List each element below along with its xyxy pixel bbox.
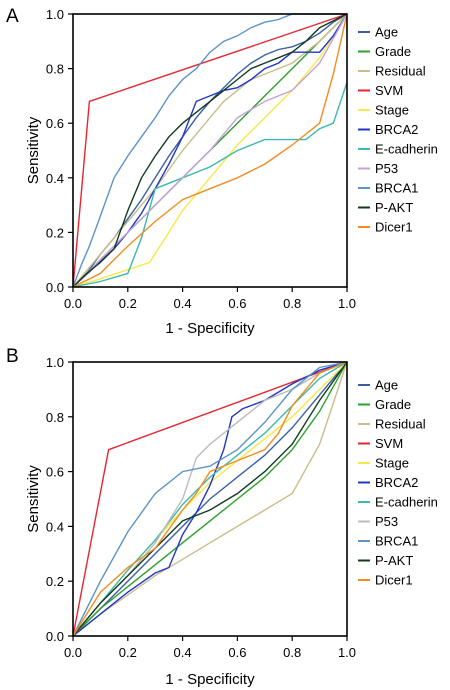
series-line-dicer1 (72, 13, 348, 288)
x-tick-label: 0.4 (174, 296, 192, 311)
x-tick-label: 0.0 (64, 645, 82, 660)
x-axis-label: 1 - Specificity (165, 320, 255, 337)
series-line-age (72, 361, 348, 637)
panel-a: A 0.0 0.2 0.4 0.6 0.8 1.0 0.0 0.2 0.4 0.6 0.8 1.0 1 -… (6, 6, 438, 337)
legend-label: BRCA2 (375, 122, 418, 137)
legend-label: Residual (375, 417, 426, 432)
series-line-svm (72, 13, 348, 288)
legend-label: Age (375, 25, 398, 40)
legend-label: BRCA2 (375, 475, 418, 490)
y-axis-label: Sensitivity (25, 465, 42, 533)
y-tick-label: 0.2 (46, 574, 64, 589)
y-tick-label: 1.0 (46, 7, 64, 22)
legend-label: Grade (375, 44, 411, 59)
y-tick-label: 1.0 (46, 355, 64, 370)
plot-frame (72, 361, 348, 637)
legend-label: P53 (375, 161, 398, 176)
legend-label: SVM (375, 83, 403, 98)
y-tick-label: 0.4 (46, 171, 64, 186)
series-line-stage (72, 13, 348, 288)
y-tick-label: 0.0 (46, 629, 64, 644)
series-line-e-cadherin (72, 361, 348, 637)
y-tick-label: 0.0 (46, 280, 64, 295)
panel-label: B (6, 346, 19, 367)
series-line-brca1 (72, 13, 347, 288)
x-tick-label: 0.2 (119, 645, 137, 660)
y-tick-label: 0.4 (46, 519, 64, 534)
legend: Age Grade Residual SVM Stage BRCA2 E-cadherin P… (358, 378, 438, 588)
x-tick-label: 1.0 (338, 296, 356, 311)
y-axis-label: Sensitivity (25, 116, 42, 184)
series-line-residual (72, 361, 348, 637)
x-tick-label: 0.6 (228, 645, 246, 660)
panel-label: A (6, 6, 19, 27)
x-tick-label: 0.8 (283, 645, 301, 660)
legend-label: Age (375, 378, 398, 393)
series-line-p-akt (72, 361, 348, 637)
legend-label: Dicer1 (375, 220, 413, 235)
series-line-grade (72, 361, 348, 637)
legend: Age Grade Residual SVM Stage BRCA2 E-cadherin P… (358, 25, 438, 235)
legend-label: Grade (375, 397, 411, 412)
x-tick-label: 0.0 (64, 296, 82, 311)
series-line-residual (72, 13, 348, 288)
x-axis-label: 1 - Specificity (165, 671, 255, 688)
y-tick-label: 0.2 (46, 225, 64, 240)
legend-label: BRCA1 (375, 181, 418, 196)
y-tick-label: 0.8 (46, 410, 64, 425)
legend-label: E-cadherin (375, 142, 438, 157)
series-line-svm (72, 361, 348, 637)
legend-label: Dicer1 (375, 573, 413, 588)
x-tick-label: 0.4 (174, 645, 192, 660)
legend-label: Residual (375, 64, 426, 79)
x-tick-label: 1.0 (338, 645, 356, 660)
plot-frame (72, 13, 348, 288)
series-line-e-cadherin (72, 82, 348, 288)
x-tick-label: 0.6 (228, 296, 246, 311)
panel-b: B 0.0 0.2 0.4 0.6 0.8 1.0 0.0 0.2 0.4 0.6 0.8 1.0 1 -… (6, 346, 438, 688)
x-tick-label: 0.8 (283, 296, 301, 311)
legend-label: BRCA1 (375, 534, 418, 549)
series-line-brca1 (72, 361, 348, 637)
y-tick-label: 0.6 (46, 465, 64, 480)
legend-label: Stage (375, 456, 409, 471)
y-tick-label: 0.6 (46, 116, 64, 131)
legend-label: P-AKT (375, 553, 413, 568)
series-line-dicer1 (72, 361, 348, 637)
legend-label: P-AKT (375, 200, 413, 215)
legend-label: SVM (375, 436, 403, 451)
legend-label: Stage (375, 103, 409, 118)
series-line-p53 (72, 13, 348, 288)
y-tick-label: 0.8 (46, 62, 64, 77)
legend-label: P53 (375, 514, 398, 529)
legend-label: E-cadherin (375, 495, 438, 510)
series-line-p-akt (72, 13, 348, 288)
series-line-brca2 (72, 361, 348, 637)
x-tick-label: 0.2 (119, 296, 137, 311)
